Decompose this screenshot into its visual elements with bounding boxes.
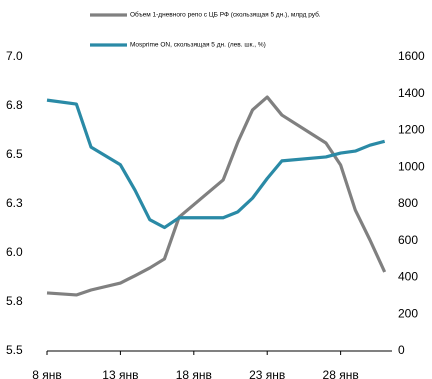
y2-tick-label: 800 (398, 196, 418, 210)
y-tick-label: 6.0 (6, 245, 23, 259)
series-line (46, 95, 387, 297)
x-tick-label: 28 янв (323, 368, 359, 379)
y-tick-label: 7.0 (6, 49, 23, 63)
x-tick-label: 8 янв (32, 368, 62, 379)
y2-tick-label: 1400 (398, 86, 425, 100)
x-tick-label: 23 янв (249, 368, 285, 379)
y2-tick-label: 1600 (398, 49, 425, 63)
y2-tick-label: 200 (398, 306, 418, 320)
y-tick-label: 6.8 (6, 98, 23, 112)
y-tick-label: 5.8 (6, 294, 23, 308)
y-tick-label: 6.3 (6, 196, 23, 210)
x-tick-label: 13 янв (102, 368, 138, 379)
y2-tick-label: 1200 (398, 123, 425, 137)
legend-label: Объем 1-дневного репо с ЦБ РФ (скользяща… (130, 11, 321, 19)
y2-tick-label: 0 (398, 343, 405, 357)
y2-tick-label: 600 (398, 233, 418, 247)
y-tick-label: 5.5 (6, 343, 23, 357)
legend-label: Mosprime ON, скользящая 5 дн. (лев. шк.,… (130, 42, 266, 49)
x-tick-label: 18 янв (176, 368, 212, 379)
series-line (46, 98, 386, 230)
y-tick-label: 6.5 (6, 147, 23, 161)
y2-tick-label: 400 (398, 270, 418, 284)
y2-tick-label: 1000 (398, 159, 425, 173)
